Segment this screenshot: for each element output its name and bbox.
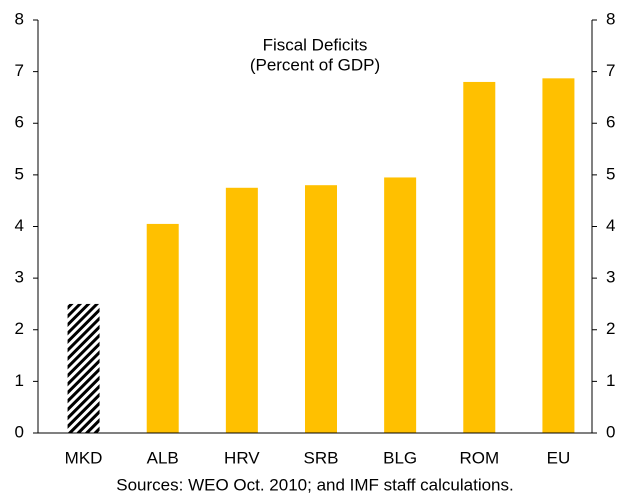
x-tick-label: BLG <box>383 448 417 467</box>
y-tick-label: 1 <box>15 371 24 390</box>
source-note: Sources: WEO Oct. 2010; and IMF staff ca… <box>116 475 513 494</box>
x-tick-label: EU <box>547 448 571 467</box>
chart-title: Fiscal Deficits <box>263 35 368 54</box>
y-tick-label: 8 <box>15 9 24 28</box>
bar <box>463 81 496 433</box>
bar <box>384 177 417 433</box>
bar <box>542 78 575 434</box>
y2-tick-label: 1 <box>606 371 615 390</box>
y-tick-label: 5 <box>15 164 24 183</box>
y2-tick-label: 2 <box>606 319 615 338</box>
x-tick-label: HRV <box>224 448 260 467</box>
y-tick-label: 6 <box>15 113 24 132</box>
bar <box>225 187 258 433</box>
y-tick-label: 0 <box>15 422 24 441</box>
y-tick-label: 7 <box>15 61 24 80</box>
x-tick-label: MKD <box>65 448 103 467</box>
x-tick-label: ALB <box>147 448 179 467</box>
bar <box>305 185 337 433</box>
bar <box>146 223 179 433</box>
x-tick-label: SRB <box>304 448 339 467</box>
y2-tick-label: 4 <box>606 216 615 235</box>
y2-tick-label: 3 <box>606 268 615 287</box>
y-tick-label: 4 <box>15 216 24 235</box>
y2-tick-label: 5 <box>606 164 615 183</box>
y2-tick-label: 8 <box>606 9 615 28</box>
y-tick-label: 3 <box>15 268 24 287</box>
y2-tick-label: 7 <box>606 61 615 80</box>
y-tick-label: 2 <box>15 319 24 338</box>
chart-subtitle: (Percent of GDP) <box>250 55 380 74</box>
bar <box>67 303 100 433</box>
y2-tick-label: 0 <box>606 422 615 441</box>
y2-tick-label: 6 <box>606 113 615 132</box>
x-tick-label: ROM <box>459 448 499 467</box>
